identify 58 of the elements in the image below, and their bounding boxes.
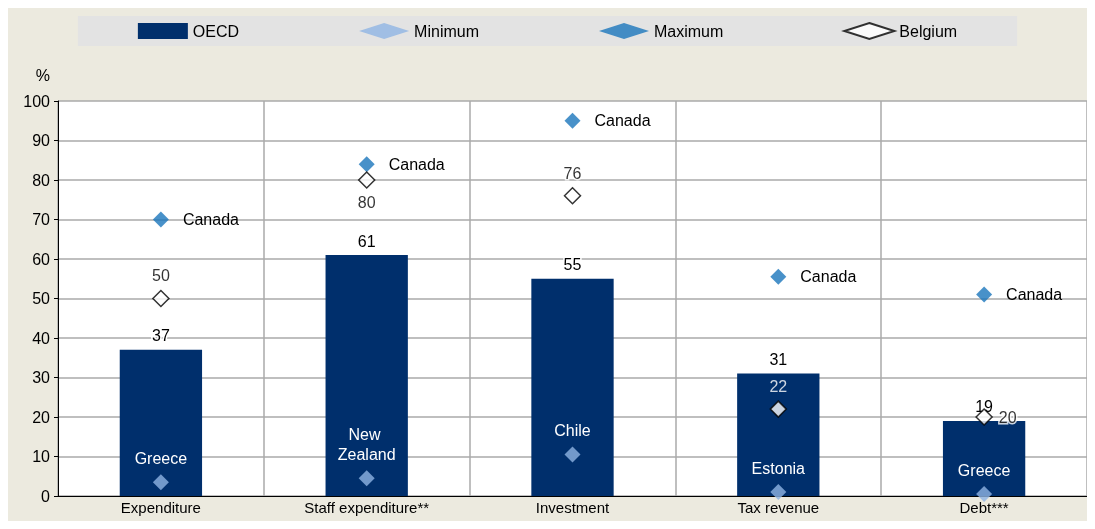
y-tick-label: 60 <box>32 250 51 268</box>
point <box>357 171 376 189</box>
annotation: Canada <box>800 268 857 286</box>
data-label: 22 <box>769 377 788 395</box>
bar <box>531 278 614 496</box>
y-axis-title: % <box>35 66 50 84</box>
y-tick-label: 90 <box>32 132 51 149</box>
point <box>976 286 993 303</box>
y-tick-label: 20 <box>32 408 51 426</box>
point <box>152 289 170 308</box>
y-tick-label: 10 <box>32 448 51 465</box>
annotation: Canada <box>594 112 651 130</box>
point <box>769 400 788 418</box>
point <box>152 211 169 228</box>
data-label: 55 <box>563 256 582 274</box>
point <box>564 446 581 463</box>
data-label: 61 <box>357 232 376 250</box>
annotation: Chile <box>554 422 591 440</box>
data-label: 80 <box>357 194 376 212</box>
legend-label: Belgium <box>899 22 958 40</box>
x-tick-label: Expenditure <box>120 499 201 516</box>
x-tick-label: Investment <box>535 499 611 516</box>
annotation: Canada <box>1006 286 1063 304</box>
point <box>564 112 581 129</box>
point <box>358 470 375 487</box>
legend-label: Minimum <box>414 22 479 40</box>
point <box>358 156 375 173</box>
legend-label: Maximum <box>653 22 724 40</box>
y-tick-label: 100 <box>23 92 51 110</box>
y-tick-label: 30 <box>32 369 51 386</box>
data-label: 31 <box>769 351 788 369</box>
y-tick-label: 0 <box>41 487 51 505</box>
data-label: 37 <box>152 327 170 345</box>
bar <box>119 349 203 496</box>
annotation: Greece <box>134 449 188 467</box>
y-tick-label: 50 <box>32 290 51 307</box>
annotation: Canada <box>388 155 445 173</box>
annotation: Estonia <box>751 459 806 477</box>
annotation: Greece <box>957 461 1011 479</box>
point <box>976 486 993 503</box>
point <box>152 474 169 491</box>
legend-label: OECD <box>192 22 240 40</box>
y-tick-label: 40 <box>32 329 51 347</box>
x-tick-label: Staff expenditure** <box>304 499 430 516</box>
annotation: New Zealand <box>337 425 396 463</box>
y-tick-label: 70 <box>32 211 51 228</box>
data-label: 50 <box>152 267 170 285</box>
bar <box>737 373 820 496</box>
point <box>770 484 787 501</box>
data-label: 19 <box>975 398 994 416</box>
data-label: 76 <box>563 164 582 182</box>
point <box>563 187 582 205</box>
x-tick-label: Tax revenue <box>737 499 820 516</box>
x-tick-label: Debt*** <box>959 499 1009 516</box>
point <box>770 268 787 285</box>
bar <box>325 255 408 496</box>
y-tick-label: 80 <box>32 171 51 189</box>
annotation: Canada <box>182 211 240 228</box>
